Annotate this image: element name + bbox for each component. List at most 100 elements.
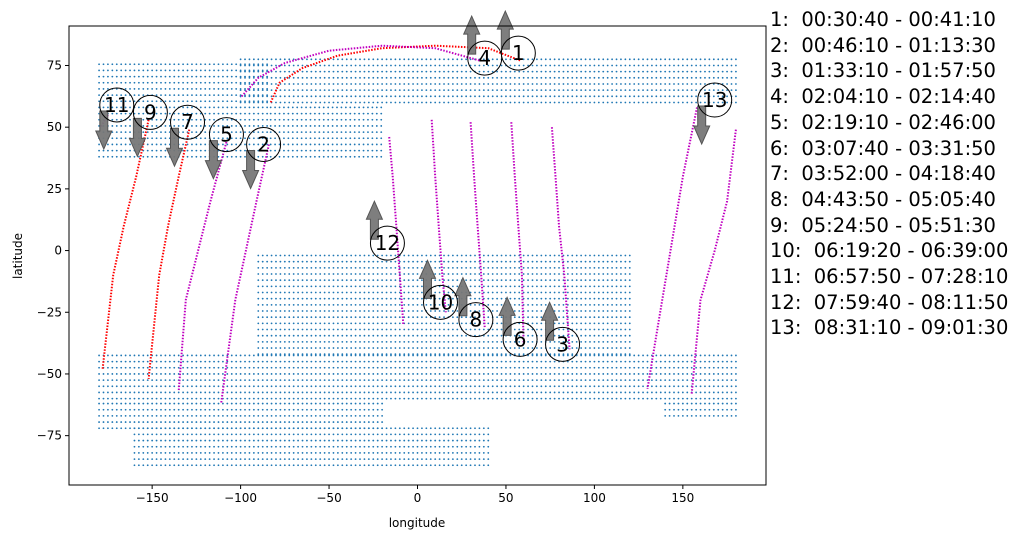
grid-point — [230, 100, 233, 103]
grid-point — [168, 75, 171, 78]
grid-point — [443, 397, 445, 400]
grid-point — [129, 125, 131, 127]
grid-point — [195, 125, 198, 127]
grid-point — [558, 366, 560, 369]
grid-point — [133, 88, 136, 90]
grid-point — [270, 408, 273, 411]
grid-point — [686, 397, 689, 400]
grid-point — [199, 69, 202, 72]
grid-point — [513, 83, 516, 85]
grid-point — [344, 131, 347, 134]
grid-point — [527, 273, 529, 275]
grid-point — [160, 143, 162, 146]
grid-point — [646, 95, 649, 98]
grid-point — [129, 100, 131, 103]
grid-point — [239, 95, 242, 98]
grid-point — [407, 285, 410, 288]
grid-point — [584, 95, 587, 98]
grid-point — [129, 391, 131, 394]
grid-point — [115, 118, 118, 121]
grid-point — [142, 402, 145, 405]
grid-point — [222, 427, 224, 430]
grid-point — [341, 415, 344, 417]
grid-point — [513, 379, 516, 382]
grid-point — [301, 464, 304, 467]
grid-point — [376, 83, 379, 85]
grid-point — [637, 385, 640, 388]
grid-point — [310, 95, 313, 98]
grid-point — [275, 70, 277, 73]
grid-point — [358, 118, 361, 121]
grid-point — [580, 334, 583, 337]
grid-point — [376, 260, 379, 263]
grid-point — [443, 340, 445, 343]
grid-point — [306, 408, 308, 411]
grid-point — [416, 58, 419, 61]
grid-point — [571, 310, 574, 312]
grid-point — [199, 427, 202, 430]
grid-point — [434, 397, 437, 400]
grid-point — [394, 322, 397, 325]
grid-point — [398, 385, 401, 388]
grid-point — [213, 445, 215, 448]
grid-point — [522, 254, 525, 257]
grid-point — [443, 266, 445, 269]
grid-point — [266, 83, 269, 85]
grid-point — [434, 83, 437, 85]
grid-point — [460, 354, 463, 357]
grid-point — [465, 353, 468, 356]
grid-point — [681, 391, 684, 394]
grid-point — [230, 391, 233, 394]
grid-point — [681, 379, 684, 382]
grid-point — [531, 279, 534, 282]
grid-point — [451, 297, 454, 300]
grid-point — [456, 83, 459, 85]
grid-point — [717, 366, 720, 369]
grid-point — [438, 354, 441, 357]
grid-point — [270, 83, 273, 85]
grid-point — [252, 69, 255, 72]
grid-point — [177, 402, 180, 405]
grid-point — [637, 366, 640, 369]
grid-point — [353, 143, 356, 146]
grid-point — [566, 334, 569, 337]
grid-point — [628, 260, 631, 263]
grid-point — [235, 81, 238, 84]
grid-point — [628, 58, 631, 61]
grid-point — [562, 89, 565, 92]
grid-point — [642, 385, 644, 388]
grid-point — [385, 379, 388, 382]
grid-point — [690, 83, 693, 85]
grid-point — [177, 118, 180, 121]
grid-point — [261, 360, 264, 363]
grid-point — [496, 310, 499, 312]
grid-point — [460, 64, 463, 67]
grid-point — [306, 379, 308, 382]
grid-point — [283, 397, 286, 400]
grid-point — [168, 421, 171, 423]
grid-point — [584, 291, 587, 294]
grid-point — [252, 89, 255, 92]
grid-point — [487, 285, 490, 288]
grid-point — [235, 100, 238, 103]
grid-point — [673, 360, 675, 363]
grid-point — [407, 76, 410, 79]
grid-point — [279, 421, 282, 423]
grid-point — [319, 95, 322, 98]
grid-point — [518, 316, 521, 319]
grid-point — [394, 285, 397, 288]
grid-point — [155, 112, 158, 115]
grid-point — [553, 266, 556, 269]
grid-point — [133, 360, 136, 363]
grid-point — [129, 131, 131, 134]
grid-point — [505, 273, 507, 275]
grid-point — [544, 279, 547, 282]
grid-point — [248, 415, 251, 417]
grid-point — [288, 391, 291, 394]
grid-point — [642, 70, 644, 73]
grid-point — [624, 101, 627, 104]
grid-point — [615, 334, 618, 337]
grid-point — [319, 391, 322, 394]
grid-point — [287, 143, 290, 146]
grid-point — [385, 89, 388, 92]
